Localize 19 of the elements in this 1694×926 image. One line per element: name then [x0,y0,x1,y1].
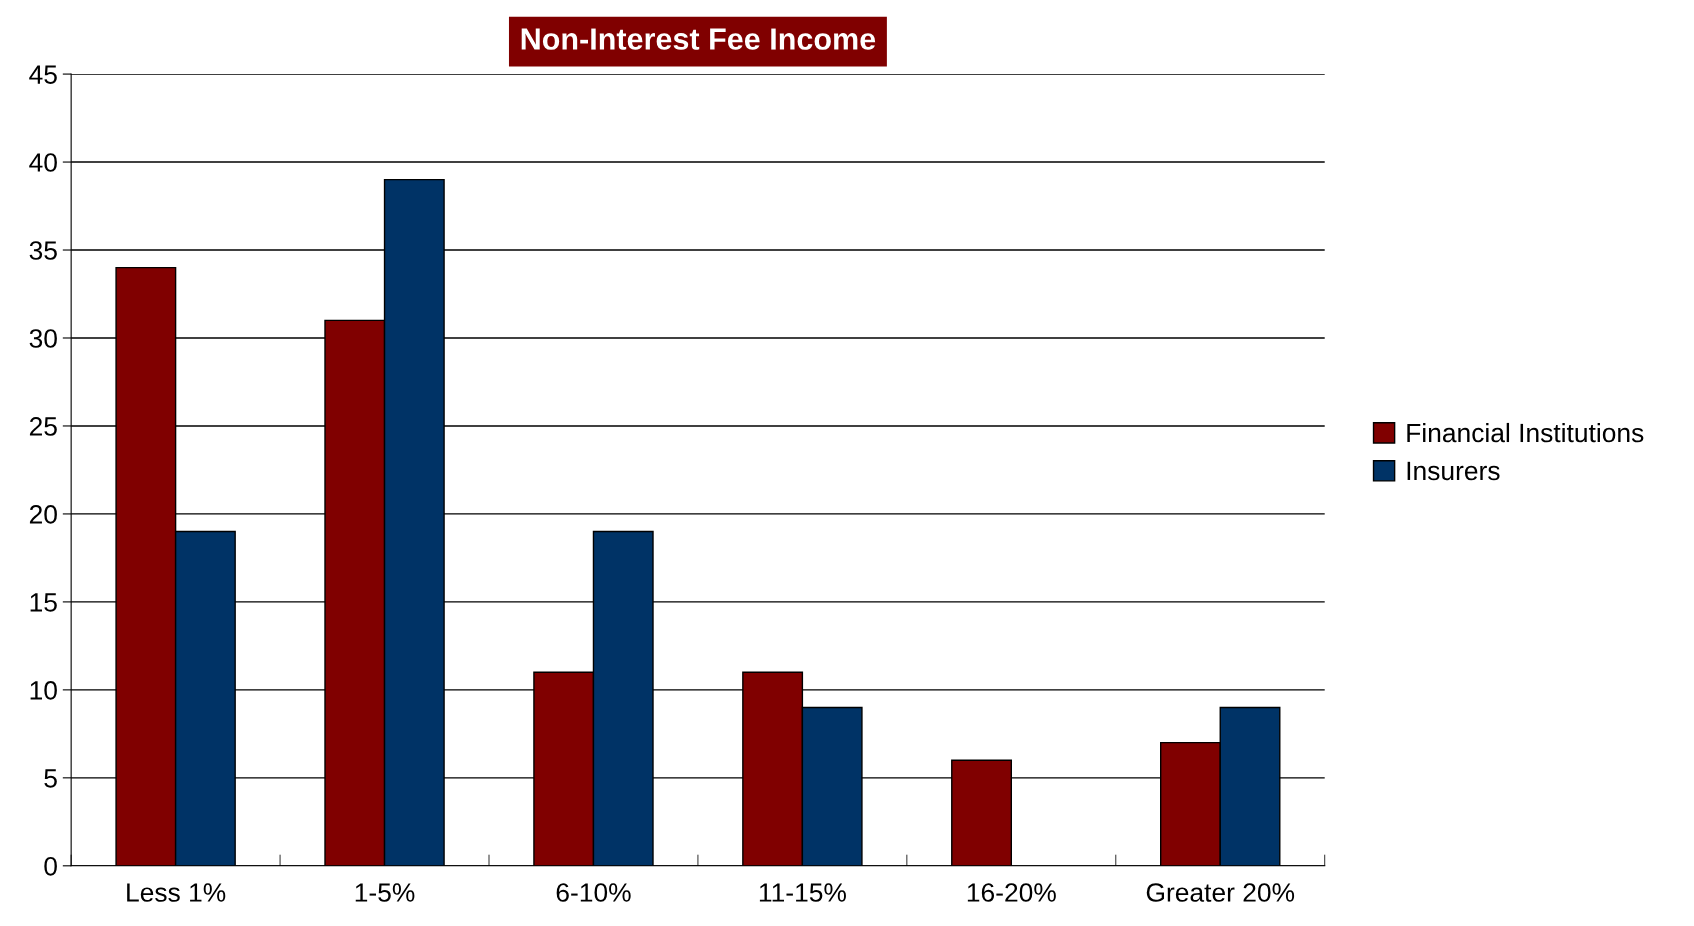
legend-label: Insurers [1407,461,1500,481]
y-tick-label: 30 [29,329,57,348]
x-tick-label: 16-20% [967,883,1056,902]
y-tick-label: 40 [29,153,57,172]
y-tick-label: 20 [29,505,57,524]
y-tick-label: 5 [44,769,57,788]
y-tick-label: 25 [29,417,57,436]
y-tick-label: 35 [29,241,57,260]
y-tick-label: 0 [44,856,57,876]
x-tick-label: Greater 20% [1146,883,1295,902]
legend-label: Financial Institutions [1407,422,1644,443]
chart-title: Non-Interest Fee Income [521,28,876,50]
x-tick-label: 6-10% [556,883,631,902]
x-tick-label: 11-15% [759,883,846,902]
y-tick-label: 15 [30,593,57,612]
y-tick-label: 45 [29,65,57,84]
x-tick-label: Less 1% [127,883,226,902]
y-tick-label: 10 [30,681,57,700]
x-tick-label: 1-5% [355,883,415,902]
